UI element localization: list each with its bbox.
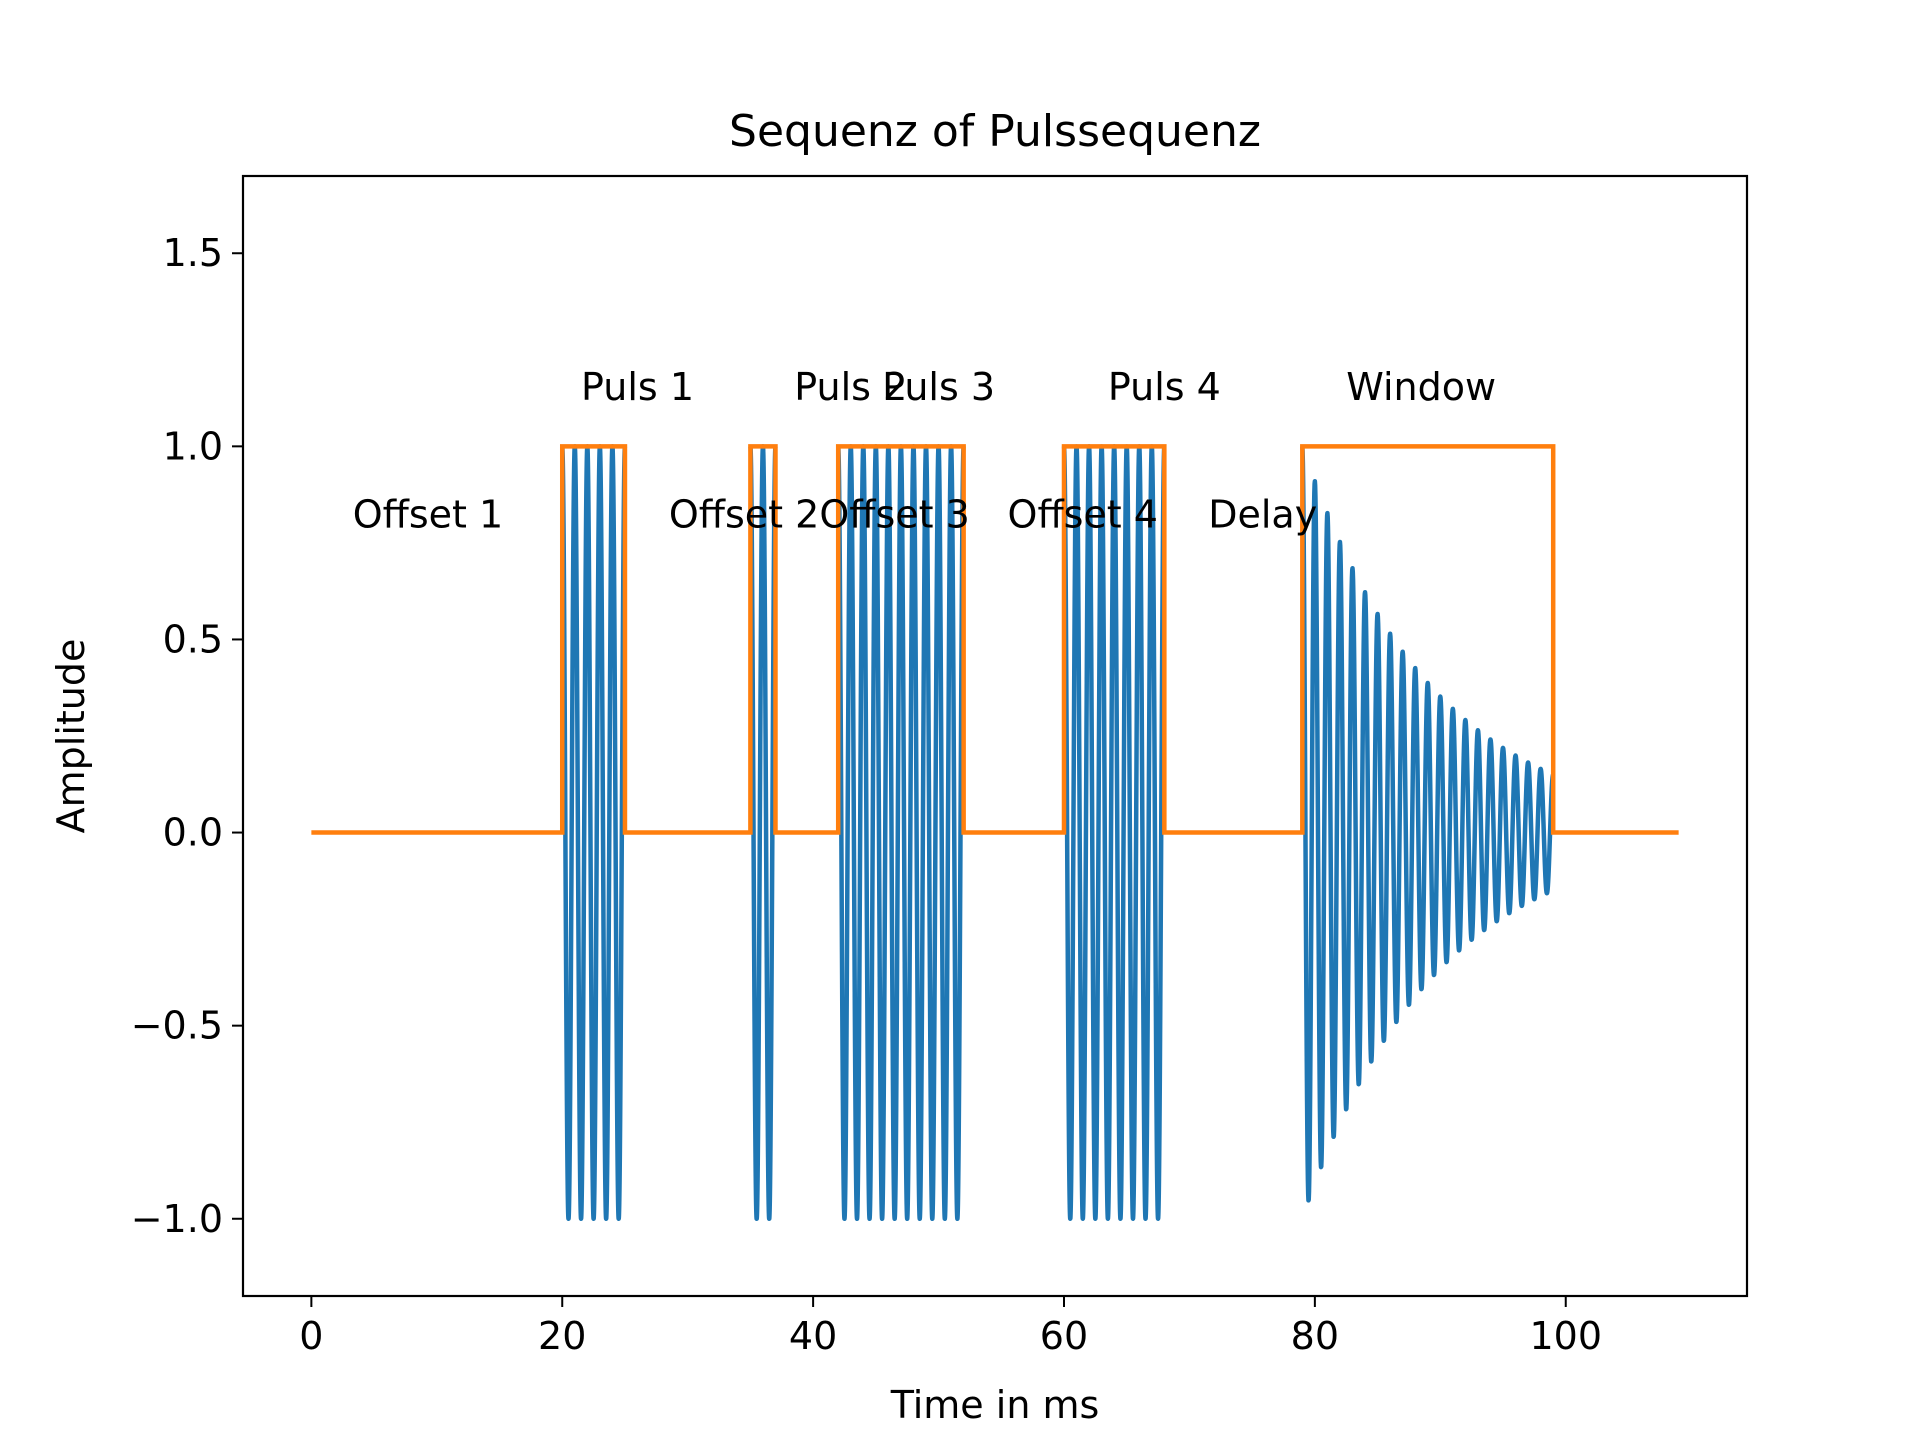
x-tick-label: 20	[538, 1314, 586, 1358]
gate-line	[311, 444, 1679, 835]
y-tick-label: 1.0	[163, 424, 223, 468]
annotation-label: Puls 3	[882, 365, 995, 409]
y-tick-label: 0.5	[163, 617, 223, 661]
x-tick-label: 100	[1529, 1314, 1602, 1358]
axes-frame	[241, 174, 1749, 1298]
x-tick-label: 0	[299, 1314, 323, 1358]
signal-burst-1	[560, 444, 628, 1222]
annotation-label: Puls 2	[794, 365, 907, 409]
y-axis: −1.0 −0.5 0.0 0.5 1.0 1.5	[131, 231, 243, 1241]
x-tick-label: 80	[1291, 1314, 1339, 1358]
x-tick-label: 60	[1040, 1314, 1088, 1358]
annotation-label: Offset 4	[1008, 492, 1158, 536]
annotation-label: Puls 4	[1108, 365, 1221, 409]
annotation-label: Puls 1	[581, 365, 694, 409]
y-tick-label: −0.5	[131, 1004, 223, 1048]
plot-area	[311, 444, 1679, 1222]
annotation-label: Window	[1346, 365, 1496, 409]
x-axis: 0 20 40 60 80 100	[299, 1296, 1602, 1358]
annotation-label: Offset 1	[353, 492, 503, 536]
chart-title: Sequenz of Pulssequenz	[729, 106, 1261, 157]
y-axis-label: Amplitude	[49, 639, 93, 834]
x-tick-label: 40	[789, 1314, 837, 1358]
y-tick-label: 0.0	[163, 811, 223, 855]
annotation-label: Delay	[1208, 492, 1317, 536]
signal-burst-5	[1300, 446, 1556, 1203]
x-axis-label: Time in ms	[890, 1383, 1100, 1427]
annotation-label: Offset 2	[669, 492, 819, 536]
annotation-label: Offset 3	[819, 492, 969, 536]
y-tick-label: 1.5	[163, 231, 223, 275]
y-tick-label: −1.0	[131, 1197, 223, 1241]
